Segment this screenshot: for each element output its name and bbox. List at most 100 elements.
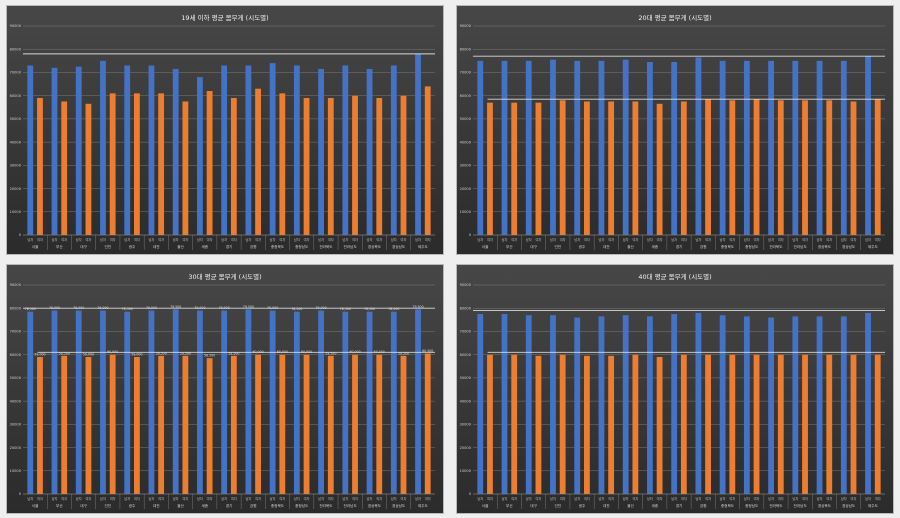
bar-male	[245, 309, 252, 494]
bar-male	[816, 60, 823, 236]
chart-title: 30대 평균 몸무게 (시도별)	[188, 273, 262, 281]
sub-category-label: 남자	[245, 496, 251, 501]
sub-category-label: 남자	[415, 496, 421, 501]
data-label: 79,500	[170, 305, 181, 309]
y-tick-label: 10000	[460, 210, 472, 214]
sub-category-label: 여자	[207, 237, 213, 242]
bar-male	[27, 65, 34, 235]
chart-panel-20s: 20대 평균 몸무게 (시도별) 0 10000 20000 30000 40000 50…	[456, 5, 894, 255]
sub-category-label: 남자	[792, 237, 798, 242]
sub-category-label: 여자	[134, 496, 140, 501]
y-tick-label: 90000	[10, 283, 22, 287]
sub-category-label: 남자	[623, 237, 629, 242]
bar-female	[303, 354, 310, 494]
sub-category-label: 남자	[294, 496, 300, 501]
data-label: 59,500	[156, 351, 167, 355]
category-label: 충청남도	[745, 244, 759, 249]
sub-category-label: 여자	[608, 237, 614, 242]
sub-category-label: 남자	[173, 496, 179, 501]
sub-category-label: 여자	[681, 496, 687, 501]
sub-category-label: 남자	[367, 496, 373, 501]
sub-category-label: 여자	[231, 496, 237, 501]
category-label: 전라북도	[769, 503, 783, 508]
bar-male	[172, 68, 179, 235]
sub-category-label: 남자	[124, 496, 130, 501]
sub-category-label: 여자	[61, 237, 67, 242]
chart-title: 20대 평균 몸무게 (시도별)	[638, 14, 712, 22]
category-label: 경기	[226, 244, 233, 249]
sub-category-label: 여자	[110, 237, 116, 242]
bar-male	[477, 314, 484, 494]
category-label: 경상남도	[392, 244, 406, 249]
category-label: 대전	[603, 503, 610, 508]
bar-chart-svg: 0 10000 20000 30000 40000 50000 60000 70000 8000…	[10, 24, 435, 250]
bar-female	[874, 354, 881, 494]
y-tick-label: 90000	[460, 283, 472, 287]
sub-category-label: 여자	[352, 237, 358, 242]
category-label: 인천	[555, 244, 562, 249]
bar-male	[366, 311, 373, 494]
sub-category-label: 남자	[574, 496, 580, 501]
category-label: 서울	[482, 244, 489, 249]
bar-female	[230, 97, 237, 235]
data-label: 59,000	[131, 352, 142, 356]
data-label: 59,000	[83, 352, 94, 356]
bar-male	[840, 60, 847, 236]
sub-category-label: 여자	[376, 496, 382, 501]
bar-female	[656, 356, 663, 494]
sub-category-label: 여자	[535, 237, 541, 242]
bar-female	[826, 100, 833, 235]
bar-male	[318, 68, 325, 235]
bar-female	[535, 102, 542, 235]
sub-category-label: 여자	[681, 237, 687, 242]
sub-category-label: 남자	[27, 237, 33, 242]
bar-male	[269, 310, 276, 494]
y-tick-label: 10000	[10, 469, 22, 473]
sub-category-label: 남자	[841, 496, 847, 501]
sub-category-label: 남자	[768, 496, 774, 501]
bar-female	[583, 101, 590, 235]
bar-female	[487, 354, 493, 494]
y-tick-label: 50000	[460, 117, 472, 121]
category-label: 부산	[56, 503, 63, 508]
bar-chart-svg: 0 10000 20000 30000 40000 50000 60000 70000 8000…	[10, 283, 435, 509]
sub-category-label: 여자	[584, 237, 590, 242]
category-label: 충청북도	[271, 244, 285, 249]
sub-category-label: 남자	[197, 496, 203, 501]
bar-female	[85, 356, 92, 494]
bar-female	[61, 355, 68, 494]
sub-category-label: 남자	[100, 237, 106, 242]
sub-category-label: 여자	[657, 237, 663, 242]
sub-category-label: 남자	[671, 237, 677, 242]
sub-category-label: 여자	[632, 237, 638, 242]
bar-male	[792, 316, 799, 494]
y-tick-label: 20000	[10, 446, 22, 450]
sub-category-label: 여자	[182, 496, 188, 501]
category-label: 충청북도	[271, 503, 285, 508]
category-label: 대구	[530, 244, 537, 249]
sub-category-label: 남자	[342, 237, 348, 242]
category-label: 충청북도	[721, 244, 735, 249]
bar-female	[133, 93, 140, 235]
data-label: 59,500	[180, 351, 191, 355]
data-label: 59,500	[325, 351, 336, 355]
bar-male	[695, 312, 702, 494]
sub-category-label: 여자	[875, 237, 881, 242]
category-label: 제주도	[868, 244, 879, 249]
sub-category-label: 남자	[149, 496, 155, 501]
bar-male	[525, 315, 532, 494]
bar-female	[85, 103, 92, 236]
bar-female	[753, 354, 760, 494]
bar-male	[221, 65, 228, 235]
bar-male	[245, 65, 252, 235]
chart-title: 40대 평균 몸무게 (시도별)	[638, 273, 712, 281]
category-label: 경상남도	[842, 503, 856, 508]
y-tick-label: 0	[19, 233, 22, 237]
data-label: 60,500	[422, 349, 433, 353]
bar-male	[51, 67, 58, 235]
bar-female	[352, 354, 358, 494]
sub-category-label: 여자	[255, 237, 261, 242]
bar-female	[705, 354, 711, 494]
data-label: 59,000	[34, 352, 45, 356]
